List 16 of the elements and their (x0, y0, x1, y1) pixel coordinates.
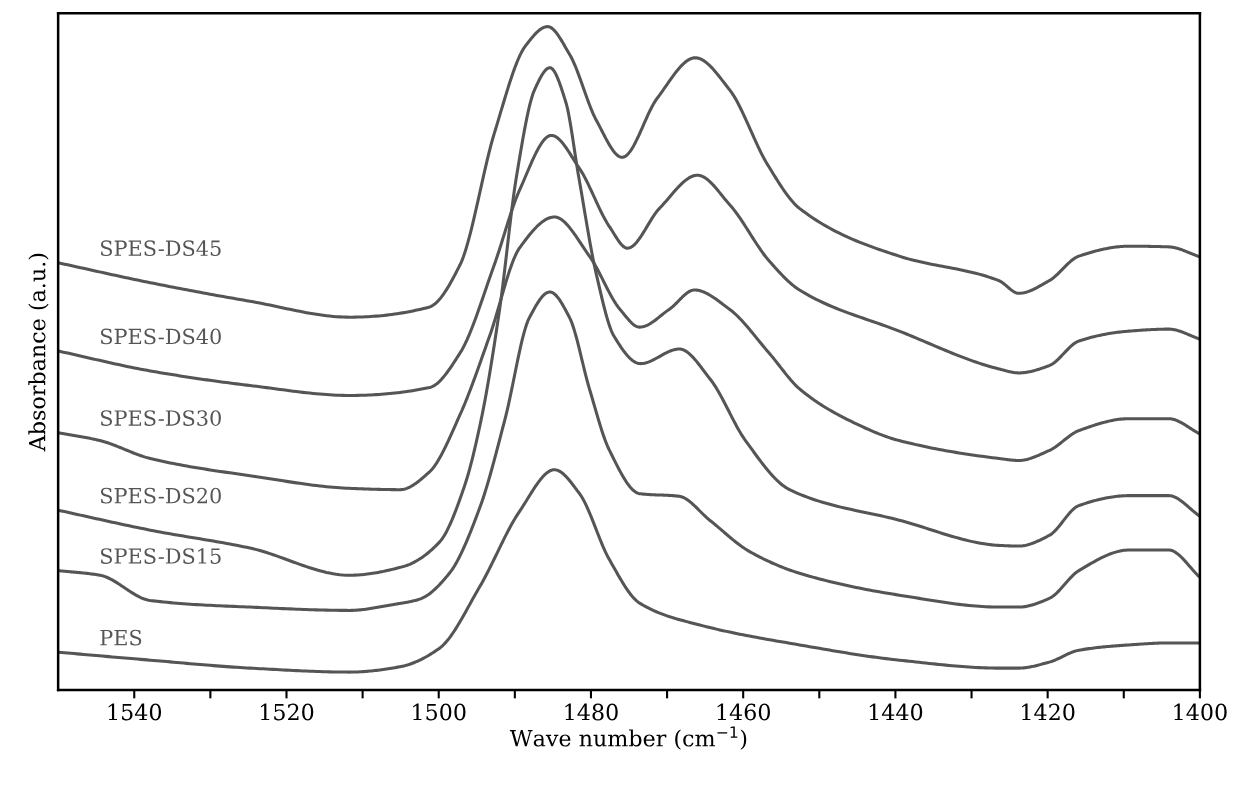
series-label: SPES-DS30 (100, 410, 221, 426)
x-tick-label: 1480 (565, 703, 618, 721)
x-tick-label: 1440 (869, 703, 923, 721)
series-label: SPES-DS20 (100, 487, 221, 504)
x-tick-label: 1460 (717, 703, 770, 721)
series-label: SPES-DS45 (100, 240, 221, 257)
series-label: SPES-DS40 (100, 328, 221, 345)
series-label: SPES-DS15 (100, 548, 221, 564)
y-axis-title: Absorbance (a.u.) (28, 253, 49, 452)
x-tick-label: 1420 (1022, 703, 1075, 721)
x-tick-label: 1500 (413, 703, 466, 721)
x-axis-title: Wave number (cm$^{−1}$) (509, 726, 747, 750)
x-tick-label: 1540 (108, 703, 162, 721)
x-tick-label: 1520 (260, 703, 314, 721)
x-tick-label: 1400 (1174, 703, 1227, 721)
series-label: PES (100, 629, 142, 646)
